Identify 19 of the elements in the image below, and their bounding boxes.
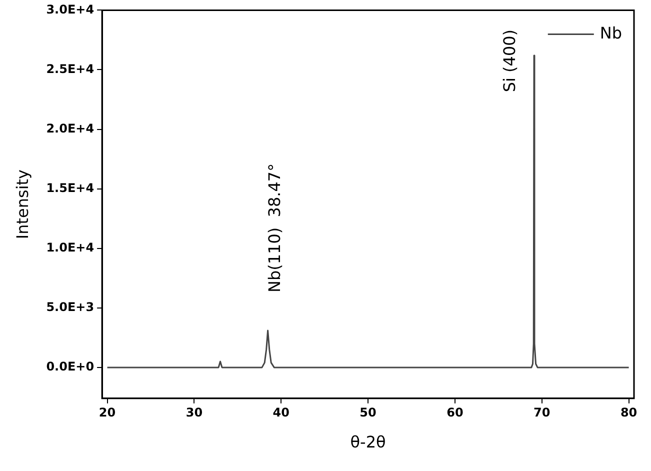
y-axis-title: Intensity [12,169,32,240]
x-tick-label: 40 [272,406,290,420]
x-tick-label: 80 [620,406,638,420]
annotation: Si (400) [500,29,520,92]
y-tick-label: 2.5E+4 [46,62,94,76]
legend-label: Nb [600,23,622,42]
y-tick-label: 0.0E+0 [46,360,94,374]
x-tick-label: 70 [534,406,550,420]
y-tick-label: 3.0E+4 [46,2,94,16]
annotation: Nb(110) 38.47° [264,163,284,293]
y-tick-label: 1.0E+4 [46,240,94,254]
x-tick-label: 60 [446,406,464,420]
x-tick-label: 50 [360,406,376,420]
x-axis-title: θ-2θ [350,432,386,452]
y-tick-label: 5.0E+3 [46,300,94,314]
x-tick-label: 30 [186,406,203,420]
y-tick-label: 1.5E+4 [46,180,94,195]
x-tick-label: 20 [98,406,116,420]
y-tick-label: 2.0E+4 [46,121,94,136]
